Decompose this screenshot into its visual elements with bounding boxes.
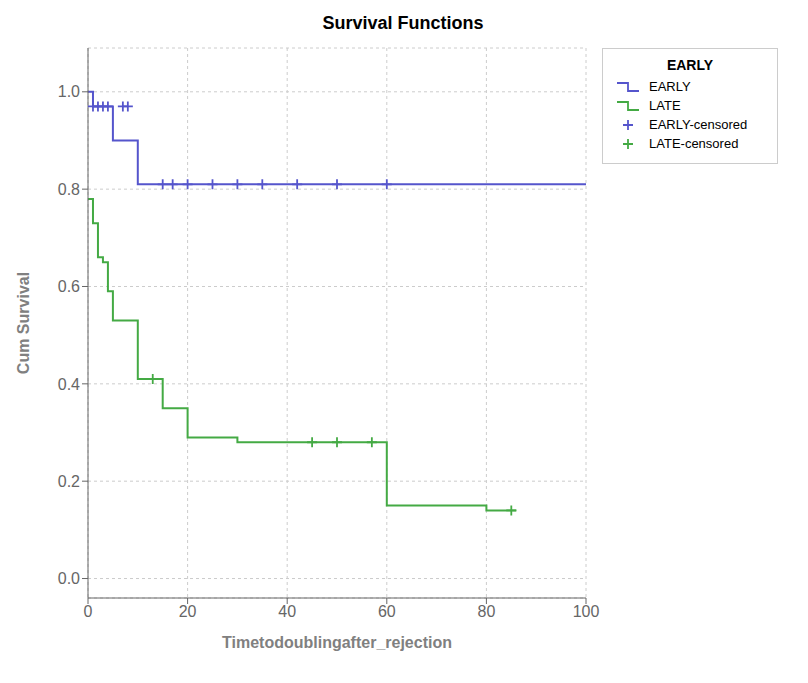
html-text:EARLY: EARLY	[649, 79, 691, 94]
svg-text:0.2: 0.2	[58, 473, 80, 490]
svg-text:80: 80	[478, 603, 496, 620]
svg-text:0.0: 0.0	[58, 570, 80, 587]
svg-text:Timetodoublingafter_rejection: Timetodoublingafter_rejection	[222, 634, 452, 651]
svg-text:20: 20	[179, 603, 197, 620]
html-text:EARLY: EARLY	[666, 57, 714, 73]
svg-text:Cum Survival: Cum Survival	[15, 272, 32, 374]
svg-text:0.8: 0.8	[58, 181, 80, 198]
html-text:EARLY-censored: EARLY-censored	[649, 117, 748, 132]
html-text:LATE: LATE	[649, 98, 681, 113]
svg-text:0: 0	[84, 603, 93, 620]
svg-text:40: 40	[278, 603, 296, 620]
html-text:Survival Functions: Survival Functions	[322, 13, 484, 33]
svg-text:100: 100	[573, 603, 600, 620]
svg-text:1.0: 1.0	[58, 83, 80, 100]
svg-text:60: 60	[378, 603, 396, 620]
html-text:LATE-censored: LATE-censored	[649, 136, 739, 151]
svg-text:0.4: 0.4	[58, 376, 80, 393]
svg-text:0.6: 0.6	[58, 278, 80, 295]
